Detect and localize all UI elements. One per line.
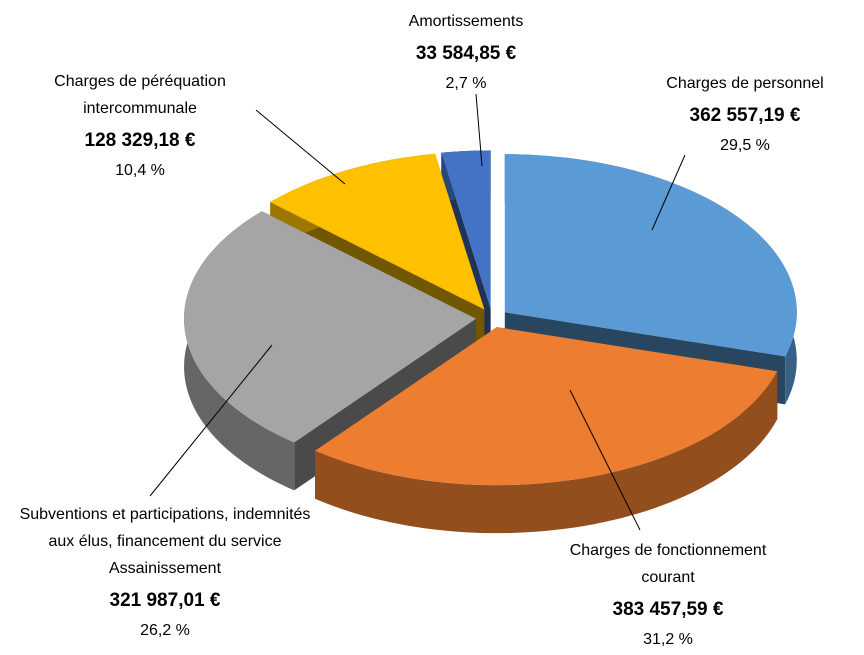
slice-top xyxy=(504,154,797,357)
leader-line xyxy=(255,109,346,185)
label-line: courant xyxy=(641,569,695,586)
amount-label: 321 987,01 € xyxy=(110,590,221,611)
amount-label: 128 329,18 € xyxy=(85,130,196,151)
value-label: 2,7 % xyxy=(446,75,487,92)
label-line: aux élus, financement du service xyxy=(48,533,281,550)
slice xyxy=(314,327,778,534)
value-label: 26,2 % xyxy=(140,622,190,639)
value-label: 31,2 % xyxy=(643,631,693,648)
leader-line xyxy=(651,154,686,231)
label-line: Subventions et participations, indemnité… xyxy=(20,506,311,523)
amount-label: 362 557,19 € xyxy=(690,105,801,126)
slice-rim xyxy=(314,371,778,534)
label-line: Charges de fonctionnement xyxy=(570,542,767,559)
slice-top xyxy=(270,153,485,310)
label-line: Assainissement xyxy=(109,560,222,577)
value-label: 10,4 % xyxy=(115,162,165,179)
slice-top xyxy=(441,150,491,309)
category-label: Charges de péréquation intercommunale xyxy=(54,73,226,117)
label-line: Amortissements xyxy=(409,13,524,30)
label-line: Charges de personnel xyxy=(666,75,823,92)
category-label: Charges de personnel xyxy=(666,75,823,92)
label-line: intercommunale xyxy=(83,100,197,117)
leader-line xyxy=(475,93,483,167)
slice-top xyxy=(184,211,477,443)
leader-line xyxy=(569,389,641,531)
category-label: Amortissements xyxy=(409,13,524,30)
amount-label: 383 457,59 € xyxy=(613,599,724,620)
amount-label: 33 584,85 € xyxy=(416,43,517,64)
category-label: Subventions et participations, indemnité… xyxy=(20,506,311,577)
value-label: 29,5 % xyxy=(720,137,770,154)
label-line: Charges de péréquation xyxy=(54,73,226,90)
slice-top xyxy=(314,327,778,486)
leader-line xyxy=(149,344,273,497)
category-label: Charges de fonctionnement courant xyxy=(570,542,767,586)
